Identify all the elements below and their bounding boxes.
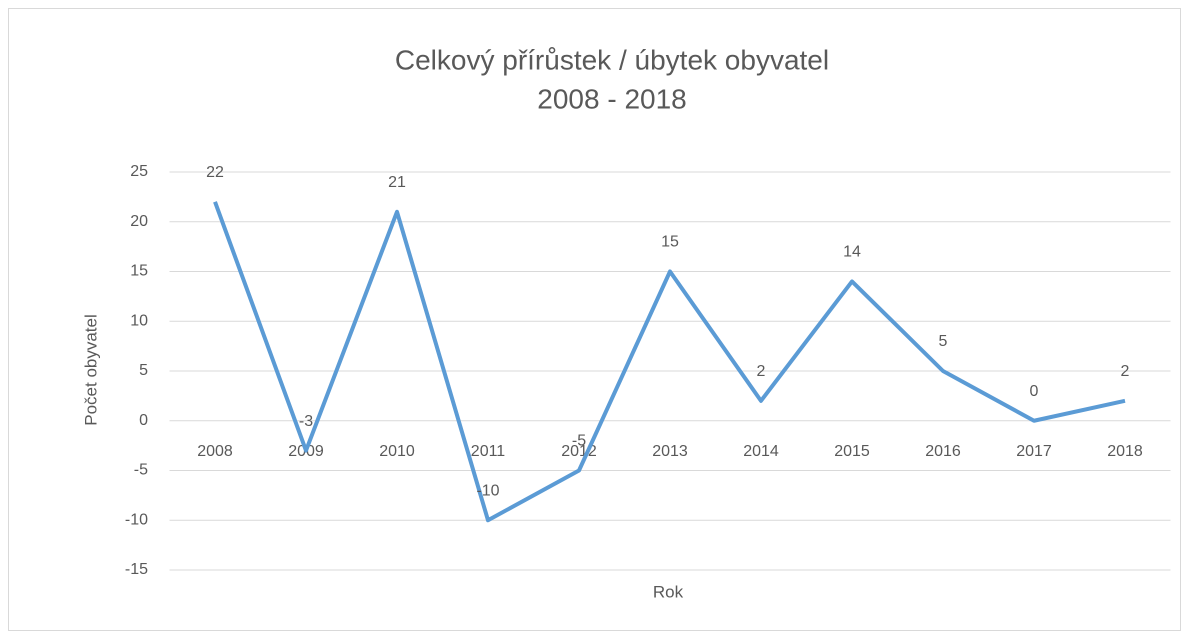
x-tick-label: 2017	[1016, 443, 1052, 460]
chart-title: Celkový přírůstek / úbytek obyvatel	[395, 44, 829, 75]
data-label: -3	[299, 413, 313, 430]
x-tick-label: 2011	[471, 443, 506, 460]
x-tick-label: 2018	[1107, 443, 1143, 460]
data-label: -5	[572, 433, 586, 450]
y-tick-label: 25	[130, 163, 148, 180]
x-tick-label: 2014	[743, 443, 779, 460]
x-tick-label: 2013	[652, 443, 688, 460]
x-tick-label: 2010	[379, 443, 415, 460]
x-tick-label: 2008	[197, 443, 233, 460]
y-tick-label: 20	[130, 213, 148, 230]
data-label: 14	[843, 244, 861, 261]
y-tick-label: -15	[125, 561, 148, 578]
data-label: -10	[476, 482, 499, 499]
data-label: 2	[1121, 363, 1130, 380]
data-line	[213, 201, 1126, 523]
y-tick-label: 10	[130, 312, 148, 329]
data-label: 15	[661, 234, 679, 251]
data-label: 22	[206, 164, 224, 181]
data-label: 5	[939, 333, 948, 350]
data-label: 2	[757, 363, 766, 380]
data-label: 0	[1030, 383, 1039, 400]
y-tick-label: 15	[130, 263, 148, 280]
x-tick-label: 2015	[834, 443, 870, 460]
chart-title: 2008 - 2018	[537, 83, 686, 114]
x-axis-title: Rok	[653, 582, 684, 601]
y-tick-label: -10	[125, 511, 148, 528]
x-tick-label: 2016	[925, 443, 961, 460]
y-tick-label: -5	[134, 462, 148, 479]
y-axis-title: Počet obyvatel	[81, 314, 100, 426]
y-tick-label: 0	[139, 412, 148, 429]
chart-border	[8, 8, 1181, 631]
data-label: 21	[388, 174, 406, 191]
y-tick-label: 5	[139, 362, 148, 379]
